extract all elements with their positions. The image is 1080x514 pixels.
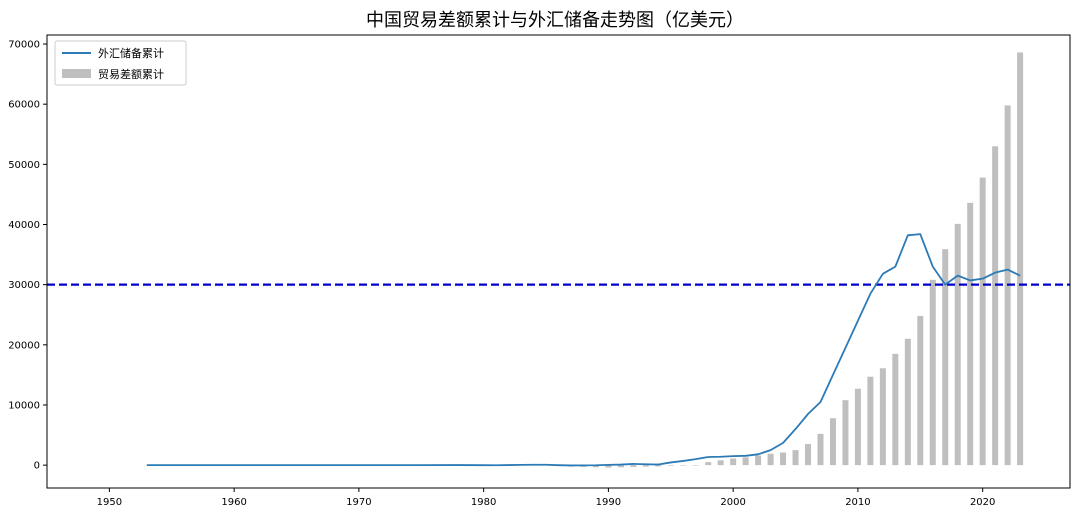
bar-2011: [867, 376, 874, 466]
bar-2020: [979, 177, 986, 466]
y-tick-label: 0: [34, 461, 40, 472]
bar-1999: [717, 460, 724, 466]
y-axis-ticks: 0 10000 20000 30000 40000 50000 60000 70000: [8, 40, 47, 472]
bar-1995: [667, 465, 674, 466]
x-tick-label: 1970: [346, 497, 371, 508]
bar-2018: [954, 223, 961, 466]
line-series: [146, 233, 1021, 467]
bar-series: [555, 52, 1024, 468]
y-tick-label: 40000: [8, 220, 40, 231]
x-tick-label: 2010: [845, 497, 870, 508]
bar-2006: [805, 444, 812, 466]
x-tick-label: 2000: [720, 497, 745, 508]
bar-2016: [929, 279, 936, 466]
bar-1996: [680, 465, 687, 466]
reserve-line: [146, 233, 1021, 467]
legend-label-line: 外汇储备累计: [98, 46, 164, 60]
bar-2012: [879, 368, 886, 466]
bar-2021: [992, 146, 999, 466]
y-tick-label: 60000: [8, 100, 40, 111]
bar-1993: [642, 465, 649, 467]
bar-2009: [842, 400, 849, 466]
legend: 外汇储备累计 贸易差额累计: [54, 40, 187, 86]
chart-title: 中国贸易差额累计与外汇储备走势图（亿美元）: [366, 10, 744, 31]
legend-label-bar: 贸易差额累计: [98, 67, 164, 81]
x-tick-label: 1960: [221, 497, 246, 508]
x-tick-label: 1990: [596, 497, 621, 508]
plot-frame: [46, 34, 1071, 489]
bar-2023: [1017, 52, 1024, 466]
bar-1990: [605, 465, 612, 468]
bar-1992: [630, 465, 637, 467]
x-tick-label: 1950: [97, 497, 122, 508]
bar-2014: [904, 338, 911, 466]
bar-1991: [617, 465, 624, 468]
axes: [46, 34, 1071, 489]
bar-2010: [854, 388, 861, 466]
bar-2002: [755, 455, 762, 466]
bar-2000: [730, 458, 737, 466]
y-tick-label: 50000: [8, 160, 40, 171]
bar-2004: [780, 452, 787, 466]
bar-2017: [942, 249, 949, 466]
x-tick-label: 2020: [970, 497, 995, 508]
bar-2008: [829, 418, 836, 466]
bar-1998: [705, 462, 712, 466]
bar-2013: [892, 353, 899, 466]
bar-2003: [767, 453, 774, 466]
bar-2019: [967, 202, 974, 466]
y-tick-label: 70000: [8, 40, 40, 51]
bar-2001: [742, 457, 749, 466]
x-tick-label: 1980: [471, 497, 496, 508]
bar-1989: [592, 465, 599, 468]
bar-2005: [792, 450, 799, 466]
y-tick-label: 10000: [8, 400, 40, 411]
bar-1994: [655, 465, 662, 467]
bar-1997: [692, 465, 699, 466]
bar-2015: [917, 315, 924, 466]
bar-2007: [817, 433, 824, 466]
legend-bar-swatch: [62, 69, 91, 78]
y-tick-label: 20000: [8, 340, 40, 351]
y-tick-label: 30000: [8, 280, 40, 291]
x-axis-ticks: 1950 1960 1970 1980 1990 2000 2010 2020: [97, 488, 995, 508]
